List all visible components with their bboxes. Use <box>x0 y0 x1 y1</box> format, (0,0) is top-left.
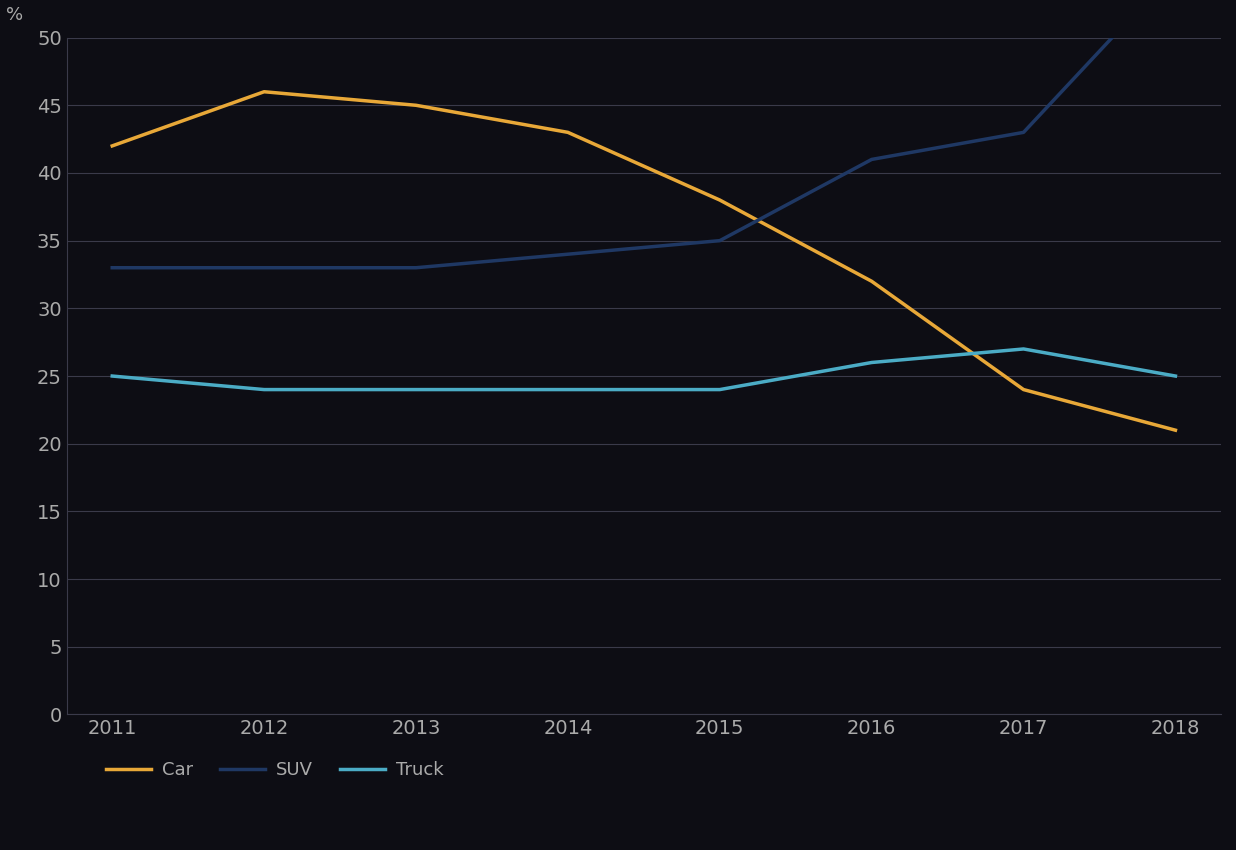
Legend: Car, SUV, Truck: Car, SUV, Truck <box>99 754 451 787</box>
Y-axis label: %: % <box>6 6 23 24</box>
